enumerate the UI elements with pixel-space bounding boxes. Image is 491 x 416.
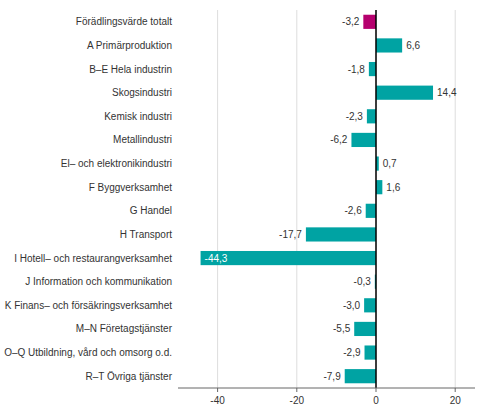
category-label: G Handel	[130, 205, 172, 216]
tick-mark	[376, 388, 377, 392]
tick-mark	[217, 388, 218, 392]
category-label: El– och elektronikindustri	[61, 158, 172, 169]
category-label: J Information och kommunikation	[25, 276, 172, 287]
tick-label: 20	[450, 395, 462, 406]
category-label: R–T Övriga tjänster	[85, 371, 172, 382]
bar	[306, 227, 376, 241]
bar	[345, 369, 376, 383]
data-label: -3,2	[342, 16, 360, 27]
category-label: A Primärproduktion	[87, 40, 172, 51]
bar	[376, 38, 402, 52]
grid-line	[217, 10, 218, 388]
data-label: -2,3	[346, 111, 364, 122]
data-label: -2,9	[343, 347, 361, 358]
category-label: K Finans– och försäkringsverksamhet	[5, 300, 173, 311]
tick-label: 0	[373, 395, 379, 406]
category-label: H Transport	[120, 229, 172, 240]
grid	[218, 10, 456, 388]
bar	[366, 204, 376, 218]
category-label: Förädlingsvärde totalt	[76, 16, 172, 27]
category-label: Metallindustri	[113, 134, 172, 145]
tick-mark	[455, 388, 456, 392]
bar	[369, 62, 376, 76]
data-label: 0,7	[383, 158, 397, 169]
tick-label: -20	[290, 395, 305, 406]
data-label: -2,6	[344, 205, 362, 216]
data-label: -3,0	[343, 300, 361, 311]
data-label: -17,7	[279, 229, 302, 240]
zero-line	[375, 10, 377, 388]
data-label: -1,8	[348, 64, 366, 75]
bar	[367, 109, 376, 123]
data-label: -5,5	[333, 323, 351, 334]
bar	[354, 322, 376, 336]
category-label: O–Q Utbildning, vård och omsorg o.d.	[4, 347, 172, 358]
grid-line	[376, 10, 377, 388]
axis-line	[178, 388, 475, 389]
data-label: 1,6	[386, 182, 400, 193]
grid-line	[296, 10, 297, 388]
data-labels: -3,2 6,6 -1,8 14,4 -2,3 -6,2 0,7 1,6 -2,6 -17,7 -4…	[205, 16, 457, 381]
bar	[364, 298, 376, 312]
tick-mark	[296, 388, 297, 392]
data-label: -6,2	[330, 134, 348, 145]
category-label: B–E Hela industrin	[89, 64, 172, 75]
tick-label: -40	[210, 395, 225, 406]
data-label: -0,3	[354, 276, 372, 287]
bars	[201, 15, 433, 384]
bar	[376, 180, 382, 194]
category-label: Kemisk industri	[104, 111, 172, 122]
chart: Förädlingsvärde totalt A Primärproduktion…	[0, 0, 491, 416]
x-axis: -40 -20 0 20	[178, 388, 475, 406]
bar	[363, 15, 376, 29]
bar	[376, 86, 433, 100]
data-label: 14,4	[437, 87, 457, 98]
data-label: 6,6	[406, 40, 420, 51]
category-label: M–N Företagstjänster	[76, 323, 173, 334]
grid-line	[455, 10, 456, 388]
category-label: F Byggverksamhet	[89, 182, 173, 193]
bar	[201, 251, 376, 265]
bar	[351, 133, 376, 147]
category-labels: Förädlingsvärde totalt A Primärproduktion…	[4, 16, 173, 381]
data-label: -7,9	[323, 371, 341, 382]
category-label: I Hotell– och restaurangverksamhet	[14, 253, 172, 264]
data-label: -44,3	[205, 253, 228, 264]
bar	[365, 345, 376, 359]
category-label: Skogsindustri	[112, 87, 172, 98]
